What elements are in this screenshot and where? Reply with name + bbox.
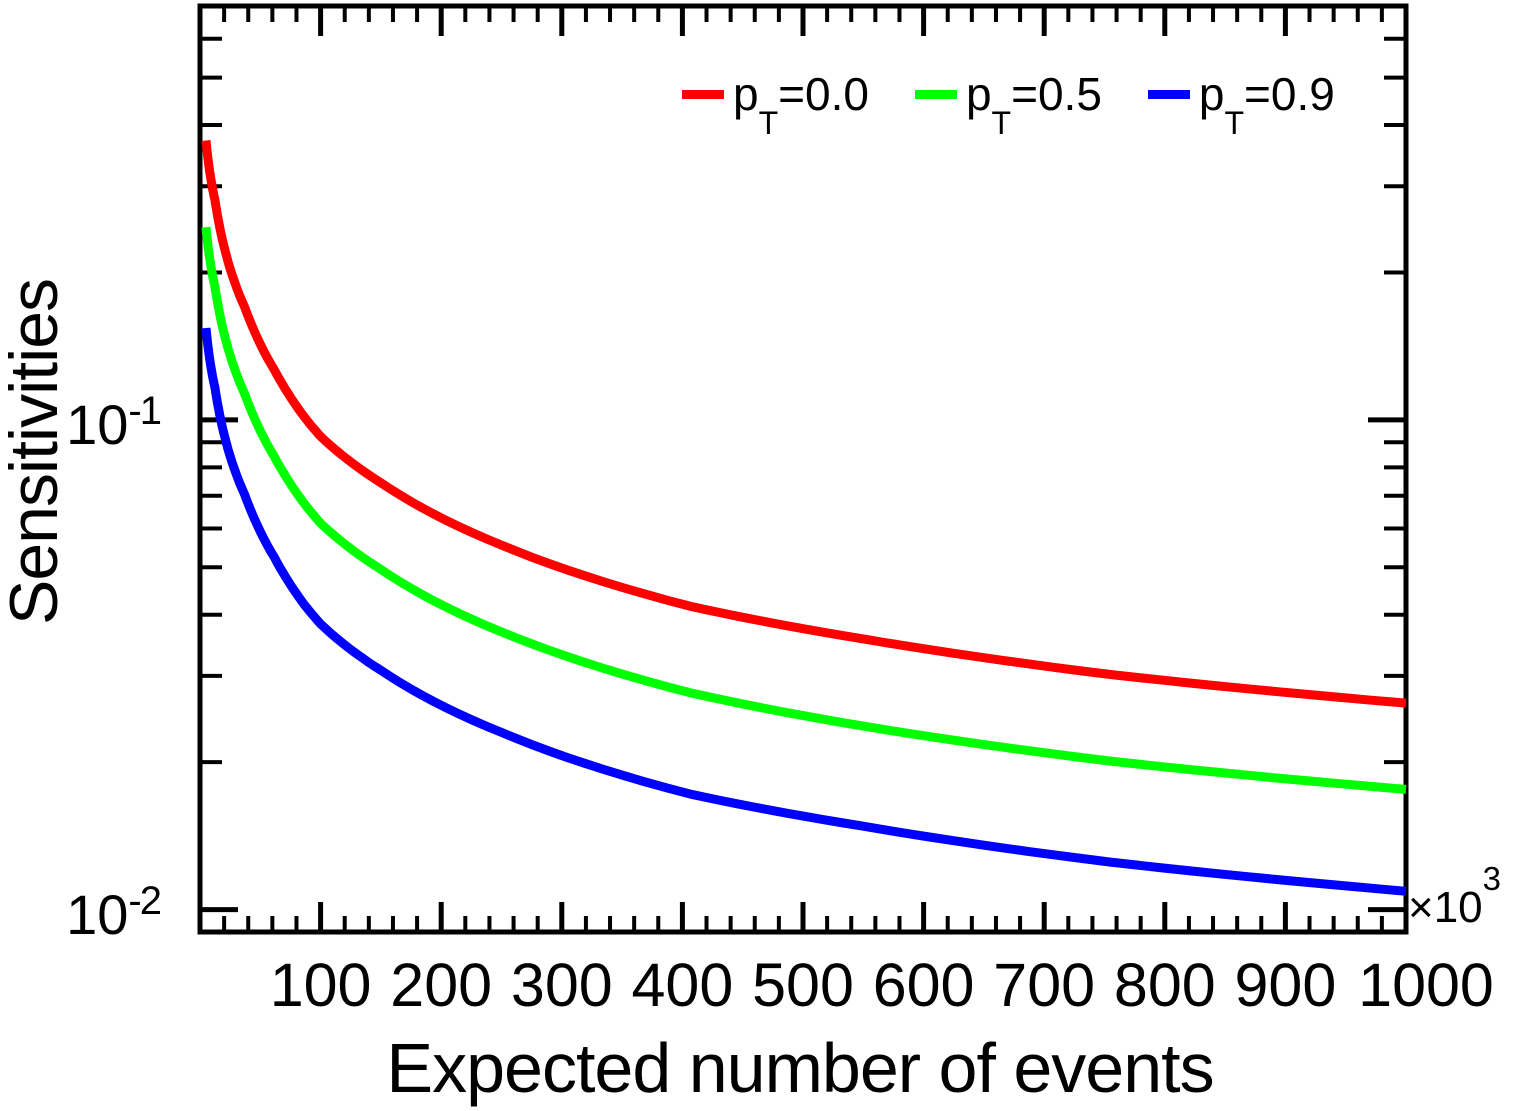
legend-entry-pt-0.9: pT=0.9 [1147, 68, 1335, 142]
x-tick-label-100: 100 [269, 951, 372, 1019]
x-tick-label-1000: 1000 [1358, 951, 1494, 1019]
legend-swatch-blue [1147, 89, 1190, 99]
series-line-pt-0.5 [201, 225, 1407, 794]
x-tick-label-800: 800 [1113, 951, 1216, 1019]
y-tick-label-1e-2: 10-2 [40, 881, 162, 943]
x-axis-multiplier: ×103 [1408, 862, 1501, 932]
x-tick-label-900: 900 [1234, 951, 1337, 1019]
x-tick-label-400: 400 [631, 951, 734, 1019]
legend-entry-pt-0.5: pT=0.5 [914, 68, 1102, 142]
x-tick-label-300: 300 [510, 951, 613, 1019]
series-line-pt-0.9 [201, 326, 1407, 896]
legend-label: pT=0.9 [1198, 68, 1335, 142]
legend-label: pT=0.5 [965, 68, 1102, 142]
x-tick-label-200: 200 [390, 951, 493, 1019]
y-tick-label-1e-1: 10-1 [40, 391, 162, 453]
legend-entry-pt-0.0: pT=0.0 [682, 68, 869, 142]
x-axis-title: Expected number of events [386, 1029, 1214, 1107]
axis-frame [197, 3, 1409, 935]
x-tick-label-700: 700 [993, 951, 1096, 1019]
y-tick-base: 10 [66, 393, 129, 456]
x-multiplier-exponent: 3 [1482, 860, 1501, 898]
x-tick-label-500: 500 [752, 951, 854, 1019]
legend-swatch-red [682, 89, 724, 99]
series-line-pt-0.0 [201, 139, 1407, 708]
y-tick-base: 10 [66, 883, 129, 946]
y-tick-exponent: -2 [128, 879, 162, 923]
legend-label: pT=0.0 [733, 68, 869, 142]
legend-swatch-green [914, 89, 957, 99]
x-multiplier-base: ×10 [1408, 883, 1483, 932]
x-tick-label-600: 600 [872, 951, 975, 1019]
legend: pT=0.0 pT=0.5 pT=0.9 [682, 68, 1335, 142]
y-tick-exponent: -1 [128, 389, 162, 433]
